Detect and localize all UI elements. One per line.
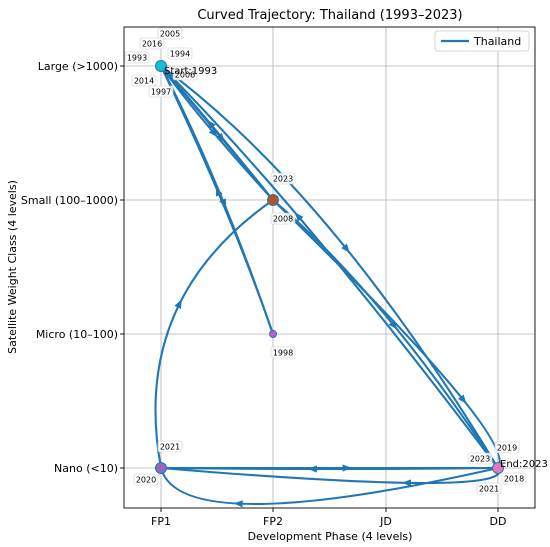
trajectory-segment [160,65,274,201]
y-tick-label: Large (>1000) [38,60,118,73]
point-marker [155,462,167,474]
y-tick-label: Nano (<10) [54,462,118,475]
year-label-box [148,85,174,98]
year-label: 1997 [148,85,174,98]
year-label-text: 2014 [134,77,154,86]
year-label-box [270,346,296,359]
year-label-text: 1998 [273,349,293,358]
year-label: 2016 [139,37,165,50]
y-tick-label: Small (100–1000) [21,194,118,207]
year-label-text: 1993 [127,54,147,63]
year-label: 1993 [124,51,150,64]
x-tick-label: JD [379,515,392,528]
year-label: 2023 [467,452,493,465]
x-axis-label: Development Phase (4 levels) [248,530,413,543]
legend-label: Thailand [473,35,521,48]
direction-arrow [208,127,218,138]
point-marker [269,330,277,338]
year-label-text: 2008 [273,215,293,224]
year-label-text: 2006 [175,71,195,80]
x-tick-label: FP1 [151,515,171,528]
year-label: 2021 [476,482,502,495]
year-label-text: 2005 [160,30,180,39]
year-label: 2021 [157,440,183,453]
direction-arrow [294,212,304,222]
end-label: End:2023 [500,459,548,470]
year-label-box [476,482,502,495]
trajectory-segment [272,199,499,469]
year-label-box [501,472,527,485]
year-label-box [270,172,296,185]
direction-arrow [215,186,223,197]
trajectory-segment [160,65,274,201]
trajectory-segment [160,65,499,469]
direction-arrow [207,119,216,130]
year-label-box [494,441,520,454]
point-markers [155,60,504,474]
direction-arrow [174,299,182,309]
year-label: 1994 [167,47,193,60]
year-label: 2008 [270,212,296,225]
direction-arrow [401,479,412,487]
trajectory-segment [272,199,501,469]
year-label-text: 2023 [470,455,490,464]
year-label-text: 2020 [136,476,156,485]
year-label-text: 2023 [273,175,293,184]
year-label-text: 2019 [497,444,517,453]
year-label: 2018 [501,472,527,485]
point-marker [155,60,167,72]
direction-arrow [233,500,243,508]
year-label: 2020 [133,473,159,486]
year-label-box [167,47,193,60]
direction-arrow [341,243,350,253]
direction-arrow [458,394,467,404]
trajectory-segment [160,65,499,469]
year-label-text: 1997 [151,88,171,97]
year-label-box [124,51,150,64]
year-label-box [139,37,165,50]
trajectory-segment [160,65,274,335]
start-label: Start:1993 [164,66,217,77]
trajectory-series [154,59,501,508]
year-label-text: 2016 [142,40,162,49]
year-label: 1998 [270,346,296,359]
year-label-box [133,473,159,486]
x-tick-label: FP2 [263,515,283,528]
axis-ticks: FP1 FP2 JD DD Nano (<10) Micro (10–100) Small … [21,60,507,528]
x-tick-label: DD [490,515,507,528]
trajectory-segment [160,466,501,485]
year-label-text: 2021 [479,485,499,494]
year-label: 2005 [157,27,183,40]
y-tick-label: Micro (10–100) [36,328,118,341]
year-label-box [467,452,493,465]
year-label-text: 2021 [160,443,180,452]
direction-arrow [342,464,352,472]
year-label-box [131,74,157,87]
direction-arrow [388,320,398,330]
legend: Thailand [434,30,530,52]
year-label: 2006 [172,68,198,81]
chart-title: Curved Trajectory: Thailand (1993–2023) [197,8,462,23]
year-label-box [157,440,183,453]
year-label-box [270,212,296,225]
year-label: 2014 [131,74,157,87]
year-label: 2019 [494,441,520,454]
y-axis-label: Satellite Weight Class (4 levels) [6,180,19,354]
plot-frame [123,26,536,509]
year-label-box [157,27,183,40]
point-marker [267,194,279,206]
year-label-text: 1994 [170,50,190,59]
year-label: 2023 [270,172,296,185]
point-marker [492,462,504,474]
year-label-box [172,68,198,81]
trajectory-segment [154,199,274,469]
trajectory-segment [159,466,499,506]
year-label-text: 2018 [504,475,524,484]
